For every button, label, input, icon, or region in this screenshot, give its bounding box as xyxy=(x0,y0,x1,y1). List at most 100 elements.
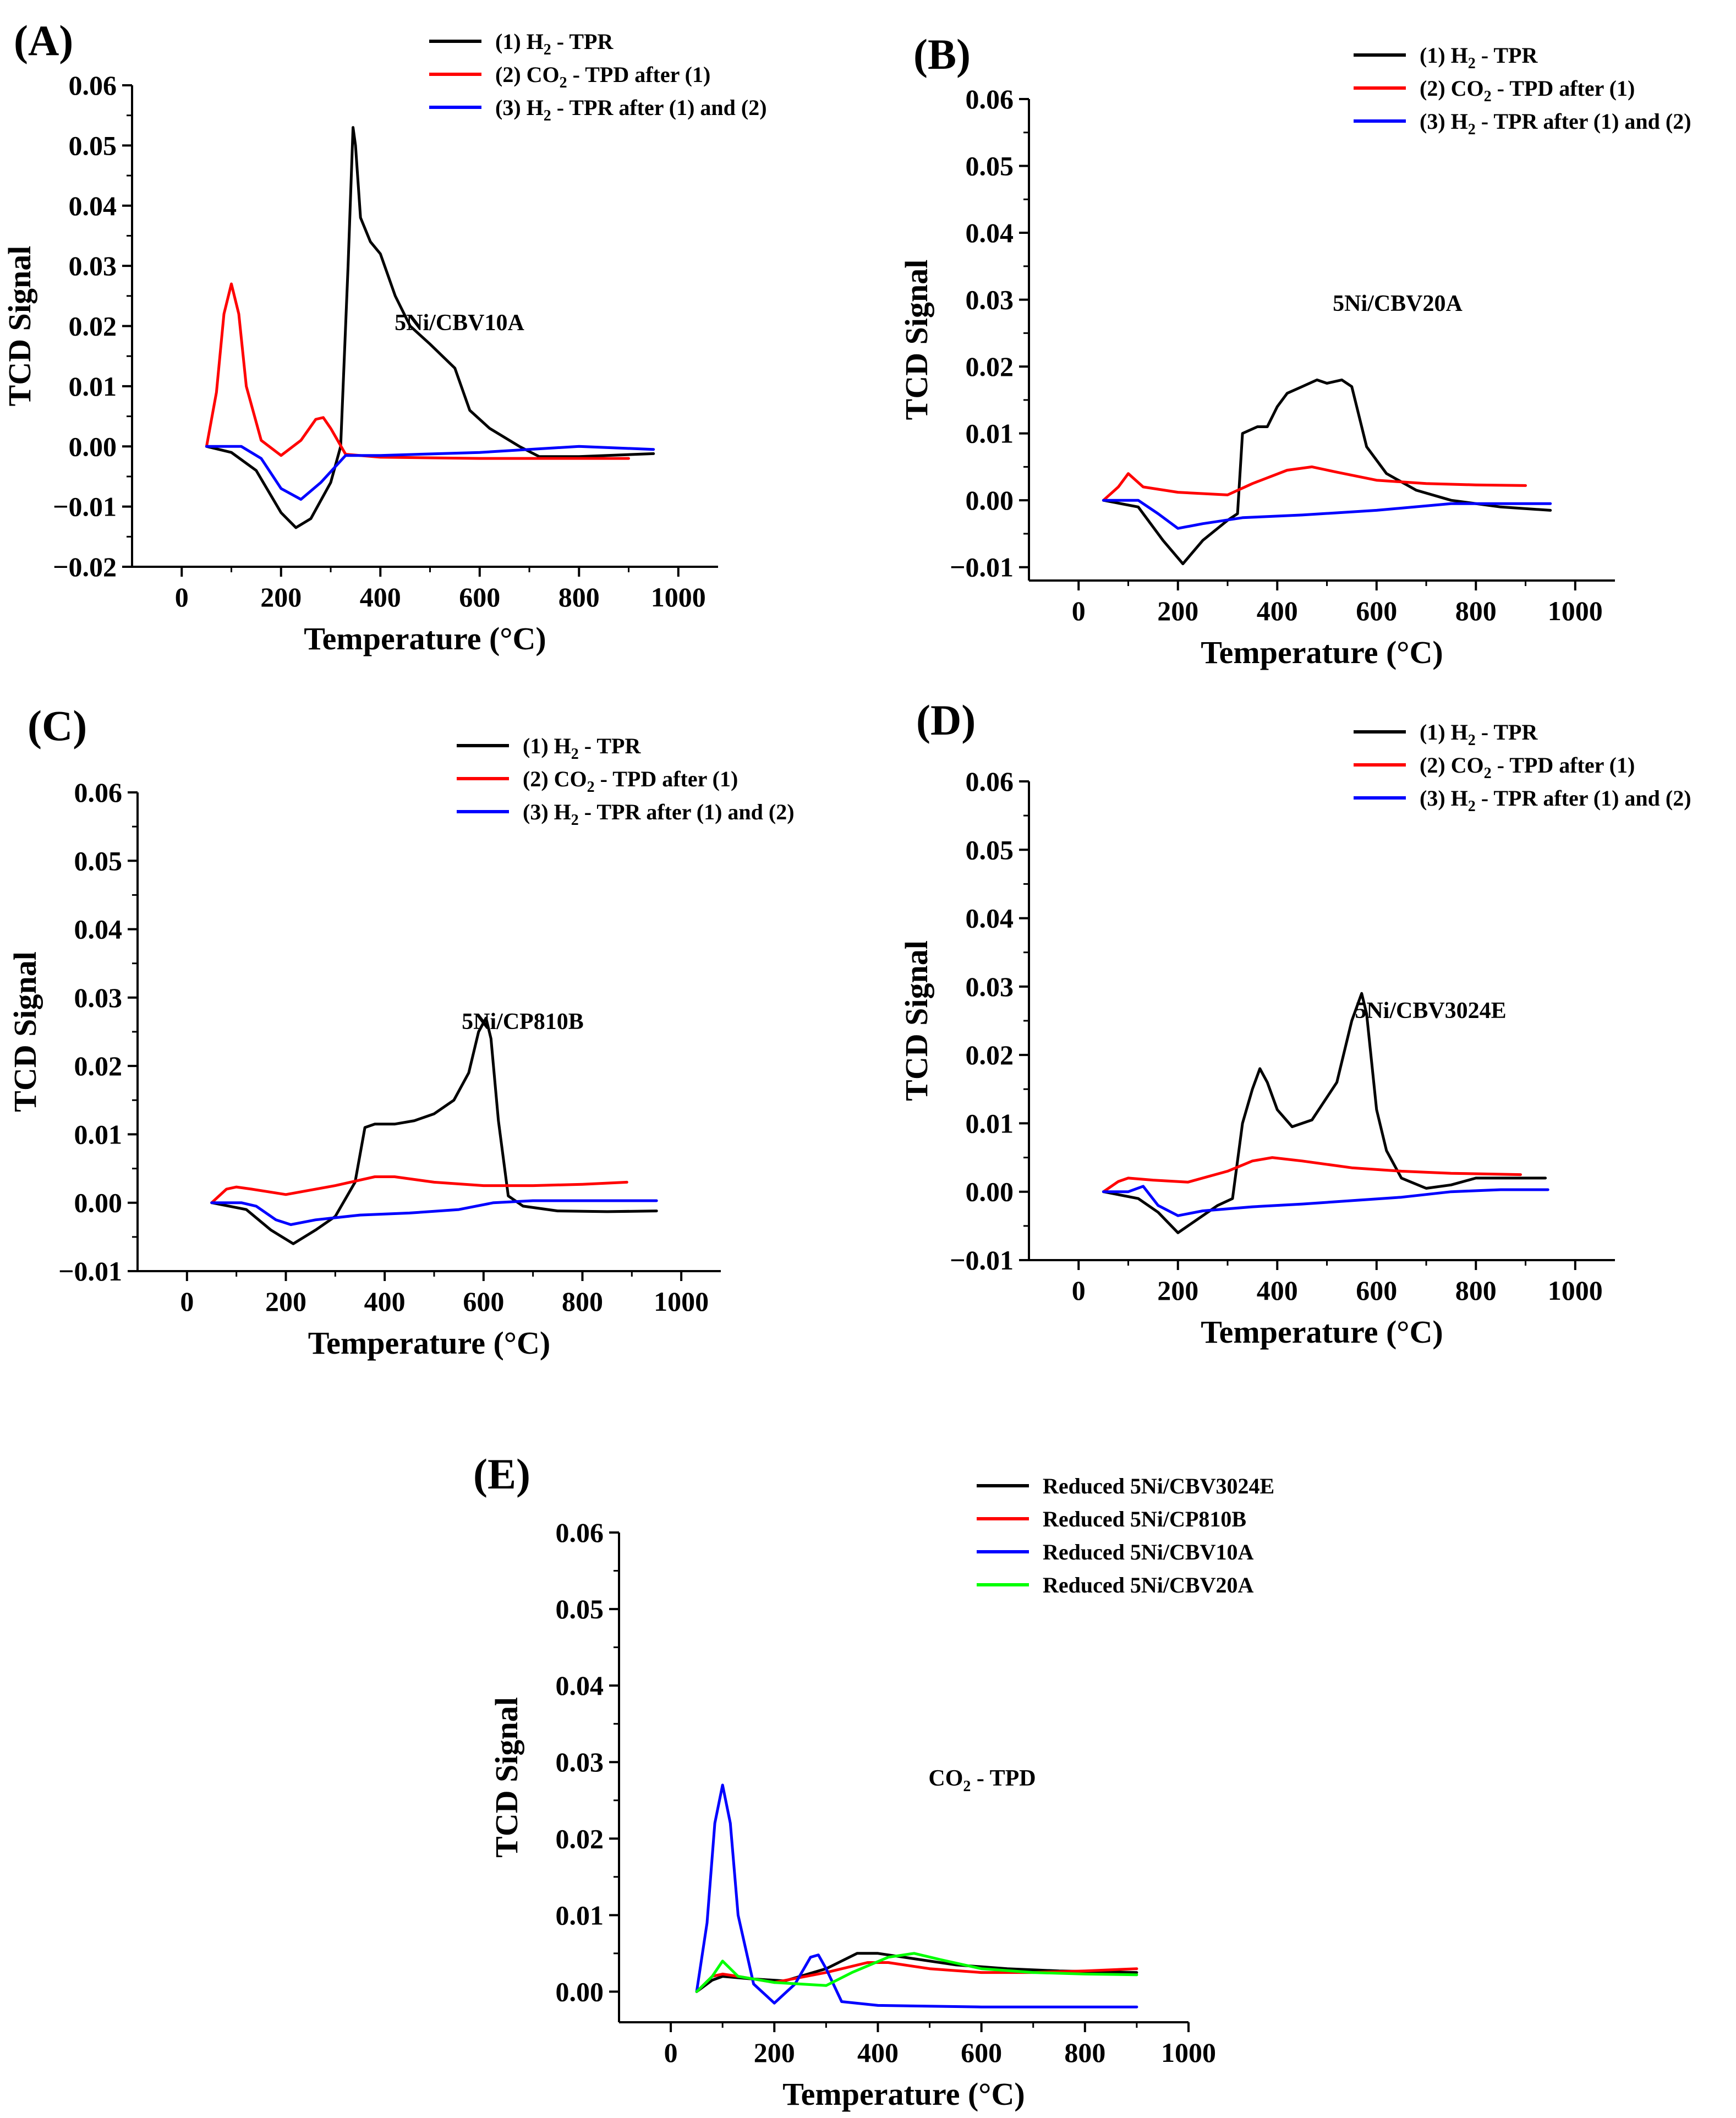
series-line-0 xyxy=(210,1016,658,1245)
legend-label-0: (1) H2 - TPR xyxy=(495,29,614,58)
annotation: CO2 - TPD xyxy=(928,1766,1036,1795)
series-line-2 xyxy=(1102,1185,1549,1217)
legend-label-1: (2) CO2 - TPD after (1) xyxy=(523,767,738,796)
panel-label: (A) xyxy=(14,17,73,64)
y-tick-label: 0.02 xyxy=(74,1050,123,1081)
x-tick-label: 1000 xyxy=(1161,2037,1216,2068)
y-tick-label: 0.04 xyxy=(966,903,1014,934)
x-axis-label: Temperature (°C) xyxy=(308,1325,550,1361)
panel-0: (A) 0 200 400 600 800 1000 −0.02 −0.01 0.00 0.01 0.… xyxy=(2,17,767,656)
legend-label-0: (1) H2 - TPR xyxy=(1420,720,1538,749)
y-tick-label: 0.06 xyxy=(966,84,1014,114)
y-tick-label: −0.01 xyxy=(53,491,117,522)
legend-label-0: (1) H2 - TPR xyxy=(1420,43,1538,72)
legend-label-1: (2) CO2 - TPD after (1) xyxy=(1420,76,1635,105)
x-tick-label: 0 xyxy=(1072,1275,1086,1306)
y-tick-label: 0.06 xyxy=(69,70,117,101)
y-tick-label: 0.05 xyxy=(966,834,1014,865)
y-tick-label: 0.01 xyxy=(966,1108,1014,1139)
y-tick-label: 0.00 xyxy=(966,1176,1014,1207)
legend-label-1: (2) CO2 - TPD after (1) xyxy=(1420,753,1635,782)
annotation: 5Ni/CBV10A xyxy=(395,310,524,336)
x-tick-label: 400 xyxy=(857,2037,899,2068)
series-line-1 xyxy=(695,1961,1138,1993)
series-line-2 xyxy=(695,1783,1138,2008)
y-tick-label: 0.04 xyxy=(966,217,1014,248)
y-axis-label: TCD Signal xyxy=(2,246,37,407)
y-tick-label: 0.04 xyxy=(69,190,117,221)
series-line-2 xyxy=(1102,499,1552,530)
series-line-3 xyxy=(695,1952,1138,1993)
y-tick-label: 0.04 xyxy=(556,1670,604,1701)
x-tick-label: 400 xyxy=(1257,595,1298,626)
panel-1: (B) 0 200 400 600 800 1000 −0.01 0.00 0.01 0.02 0.0… xyxy=(899,30,1691,670)
y-axis-label: TCD Signal xyxy=(899,940,934,1101)
legend-label-2: (3) H2 - TPR after (1) and (2) xyxy=(1420,786,1691,815)
y-tick-label: 0.05 xyxy=(556,1594,604,1624)
annotation: 5Ni/CBV3024E xyxy=(1355,998,1506,1024)
series-line-1 xyxy=(1102,1156,1522,1194)
x-axis-label: Temperature (°C) xyxy=(1201,634,1443,670)
y-axis-label: TCD Signal xyxy=(489,1697,524,1858)
x-tick-label: 600 xyxy=(1356,595,1397,626)
panel-label: (E) xyxy=(473,1450,530,1498)
x-tick-label: 800 xyxy=(558,582,600,612)
y-axis-label: TCD Signal xyxy=(7,951,43,1112)
y-tick-label: 0.00 xyxy=(69,431,117,462)
y-tick-label: 0.02 xyxy=(556,1823,604,1854)
y-tick-label: 0.02 xyxy=(966,1039,1014,1070)
x-tick-label: 600 xyxy=(961,2037,1002,2068)
x-tick-label: 400 xyxy=(360,582,401,612)
legend-label-0: (1) H2 - TPR xyxy=(523,734,641,763)
y-tick-label: 0.04 xyxy=(74,914,123,945)
panel-4: (E) 0 200 400 600 800 1000 0.00 0.01 0.02 0.03 0.04… xyxy=(473,1450,1274,2112)
x-tick-label: 600 xyxy=(463,1286,504,1317)
legend-label-2: (3) H2 - TPR after (1) and (2) xyxy=(1420,109,1691,138)
y-tick-label: 0.06 xyxy=(74,777,123,808)
y-tick-label: 0.05 xyxy=(74,845,123,876)
x-tick-label: 1000 xyxy=(1548,595,1603,626)
panel-3: (D) 0 200 400 600 800 1000 −0.01 0.00 0.01 0.02 0.0… xyxy=(899,696,1691,1350)
y-tick-label: −0.01 xyxy=(58,1256,122,1287)
x-axis-label: Temperature (°C) xyxy=(304,621,546,656)
x-tick-label: 200 xyxy=(754,2037,795,2068)
x-tick-label: 200 xyxy=(1157,1275,1198,1306)
x-tick-label: 0 xyxy=(175,582,189,612)
x-tick-label: 800 xyxy=(1064,2037,1105,2068)
y-tick-label: 0.05 xyxy=(69,130,117,161)
y-tick-label: 0.00 xyxy=(74,1187,123,1218)
x-tick-label: 600 xyxy=(459,582,500,612)
legend: (1) H2 - TPR (2) CO2 - TPD after (1) (3) H… xyxy=(429,29,767,124)
x-tick-label: 800 xyxy=(1455,1275,1497,1306)
series-line-1 xyxy=(1102,465,1527,502)
y-tick-label: 0.06 xyxy=(966,766,1014,797)
legend-label-2: (3) H2 - TPR after (1) and (2) xyxy=(495,95,767,124)
x-tick-label: 1000 xyxy=(1548,1275,1603,1306)
series-line-0 xyxy=(1102,992,1547,1234)
y-tick-label: 0.01 xyxy=(966,418,1014,449)
y-tick-label: 0.02 xyxy=(69,311,117,342)
legend: (1) H2 - TPR (2) CO2 - TPD after (1) (3) H… xyxy=(1354,43,1691,138)
y-tick-label: 0.00 xyxy=(966,485,1014,516)
legend-label-2: (3) H2 - TPR after (1) and (2) xyxy=(523,800,795,829)
series-line-0 xyxy=(205,126,655,529)
x-tick-label: 200 xyxy=(1157,595,1198,626)
x-tick-label: 1000 xyxy=(654,1286,709,1317)
legend-label-0: Reduced 5Ni/CBV3024E xyxy=(1043,1474,1274,1498)
series-line-1 xyxy=(210,1175,628,1205)
x-tick-label: 0 xyxy=(664,2037,678,2068)
y-tick-label: 0.02 xyxy=(966,351,1014,382)
x-tick-label: 600 xyxy=(1356,1275,1397,1306)
y-tick-label: −0.02 xyxy=(53,551,117,582)
x-tick-label: 0 xyxy=(180,1286,194,1317)
y-axis-label: TCD Signal xyxy=(899,260,934,420)
legend: (1) H2 - TPR (2) CO2 - TPD after (1) (3) H… xyxy=(1354,720,1691,815)
y-tick-label: −0.01 xyxy=(950,552,1014,583)
y-tick-label: 0.03 xyxy=(966,971,1014,1002)
y-tick-label: −0.01 xyxy=(950,1245,1014,1276)
panel-label: (D) xyxy=(916,696,976,744)
y-tick-label: 0.01 xyxy=(69,371,117,402)
legend-label-3: Reduced 5Ni/CBV20A xyxy=(1043,1573,1253,1597)
y-tick-label: 0.03 xyxy=(966,284,1014,315)
x-tick-label: 200 xyxy=(265,1286,306,1317)
